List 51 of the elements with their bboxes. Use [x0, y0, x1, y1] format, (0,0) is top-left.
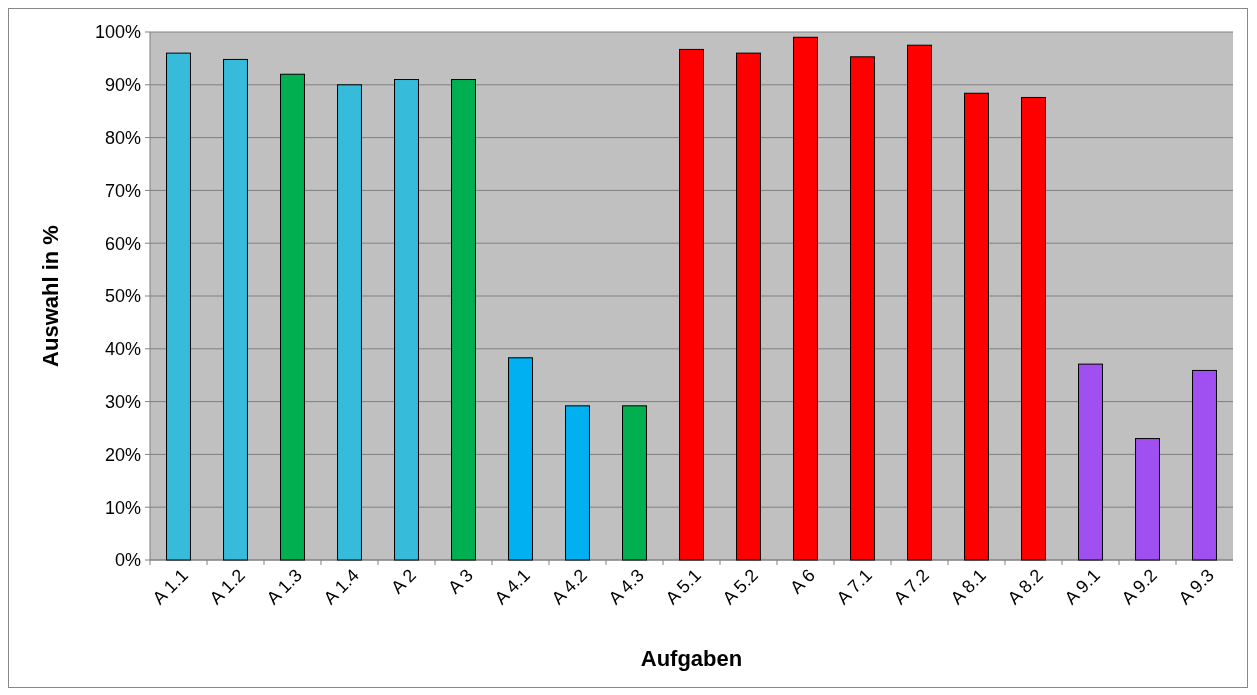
x-tick-label: A 7.2	[889, 565, 933, 609]
bar	[1135, 438, 1160, 561]
bar	[679, 48, 704, 561]
x-tick-label: A 1.1	[148, 565, 192, 609]
bar	[907, 44, 932, 561]
y-tick-label: 10%	[104, 497, 141, 518]
bar	[394, 79, 419, 561]
x-tick-label: A 1.3	[262, 565, 306, 609]
x-tick-label: A 2	[387, 565, 420, 598]
bar	[736, 52, 761, 561]
x-tick-label: A 4.1	[490, 565, 534, 609]
y-tick-label: 0%	[114, 550, 141, 571]
bar	[166, 52, 191, 561]
bar	[793, 36, 818, 561]
x-tick-label: A 8.1	[946, 565, 990, 609]
bar	[565, 405, 590, 561]
x-tick-label: A 5.1	[661, 565, 705, 609]
bar	[337, 84, 362, 561]
x-tick-label: A 6	[786, 565, 819, 598]
bar	[508, 357, 533, 561]
x-tick-label: A 7.1	[832, 565, 876, 609]
x-tick-label: A 9.1	[1060, 565, 1104, 609]
y-axis-title: Auswahl in %	[38, 225, 63, 367]
y-tick-label: 40%	[104, 339, 141, 360]
x-axis-title: Aufgaben	[640, 646, 743, 671]
x-tick-label: A 9.3	[1174, 565, 1218, 609]
bar	[1192, 369, 1217, 561]
bar	[964, 92, 989, 561]
y-tick-label: 90%	[104, 75, 141, 96]
x-tick-label: A 1.4	[319, 565, 363, 609]
x-tick-label: A 9.2	[1117, 565, 1161, 609]
y-tick-label: 60%	[104, 233, 141, 254]
y-tick-label: 100%	[94, 22, 141, 43]
y-tick-label: 20%	[104, 444, 141, 465]
bar	[1021, 96, 1046, 561]
y-tick-label: 70%	[104, 180, 141, 201]
x-tick-label: A 4.3	[604, 565, 648, 609]
x-tick-label: A 4.2	[547, 565, 591, 609]
x-tick-label: A 1.2	[205, 565, 249, 609]
x-tick-label: A 3	[444, 565, 477, 598]
y-tick-label: 80%	[104, 127, 141, 148]
bar	[850, 56, 875, 561]
y-tick-label: 30%	[104, 391, 141, 412]
y-tick-label: 50%	[104, 286, 141, 307]
x-tick-label: A 5.2	[718, 565, 762, 609]
bar	[223, 58, 248, 561]
x-tick-label: A 8.2	[1003, 565, 1047, 609]
bar	[622, 405, 647, 561]
bar	[1078, 363, 1103, 561]
bar	[451, 79, 476, 561]
bar	[280, 73, 305, 561]
